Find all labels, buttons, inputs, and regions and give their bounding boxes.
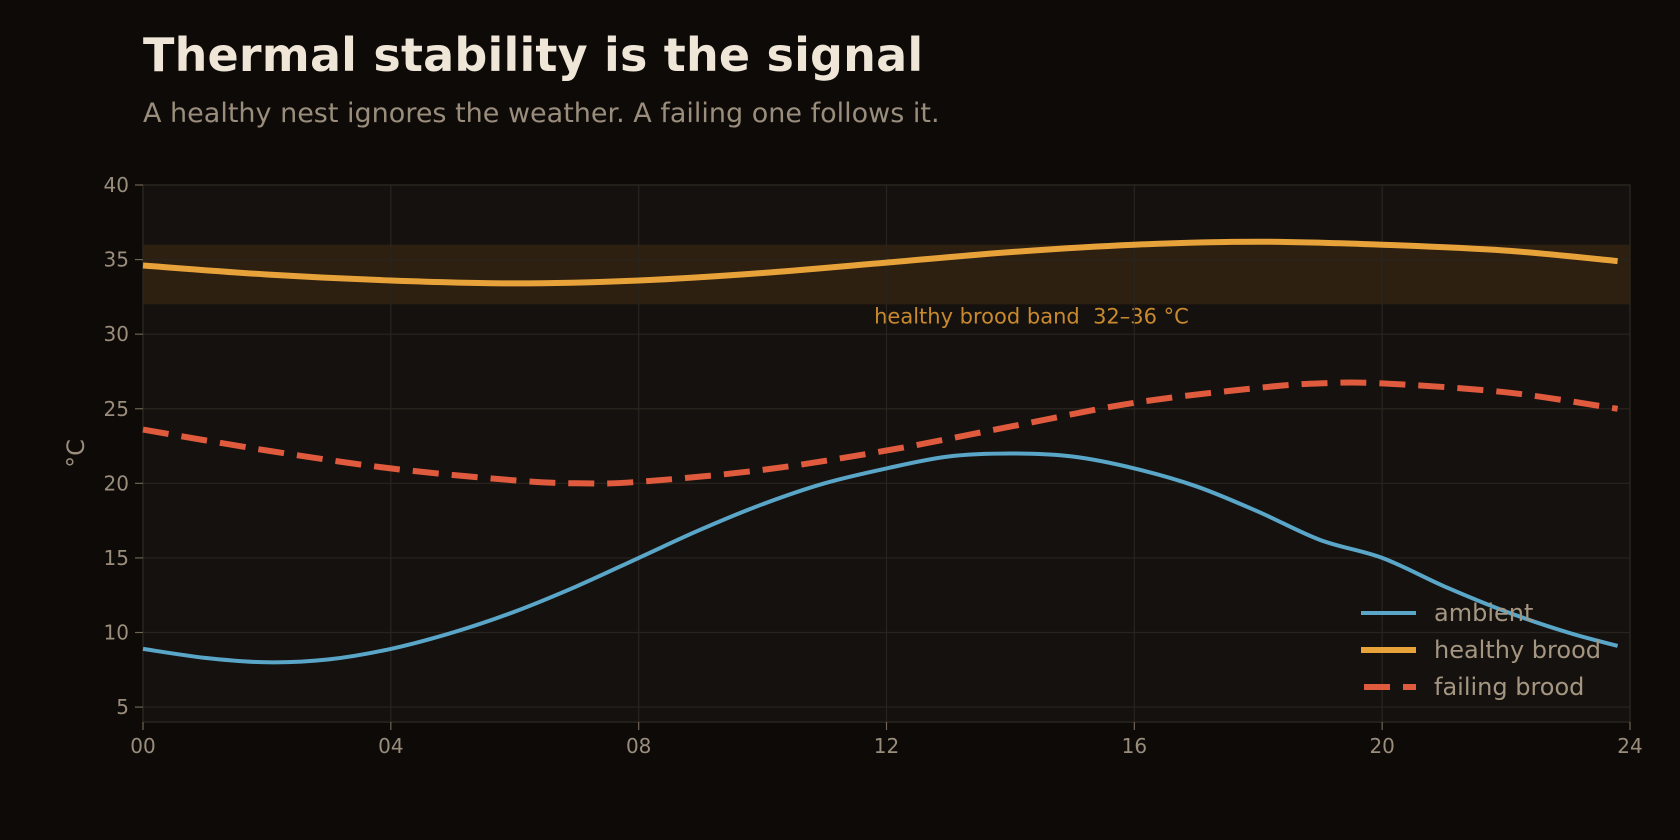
y-tick-label: 30	[104, 322, 129, 346]
legend-label-healthy-brood: healthy brood	[1434, 636, 1601, 664]
legend-label-ambient: ambient	[1434, 599, 1533, 627]
x-tick-label: 04	[378, 734, 403, 758]
y-tick-label: 15	[104, 546, 129, 570]
series-line-failing-brood	[142, 379, 1619, 487]
x-tick-label: 08	[626, 734, 651, 758]
series-line-healthy-brood	[142, 238, 1618, 287]
x-tick-label: 20	[1369, 734, 1394, 758]
x-tick-label: 24	[1617, 734, 1642, 758]
series-line-ambient	[142, 451, 1619, 665]
x-tick-label: 00	[130, 734, 155, 758]
chart-title: Thermal stability is the signal	[143, 28, 924, 82]
y-tick-label: 10	[104, 621, 129, 645]
axis-layer: 5 10 15 20 25 30 35 40 00 04 08 12 16 20 24 °C	[62, 173, 1643, 758]
y-tick-label: 35	[104, 248, 129, 272]
legend-label-failing-brood: failing brood	[1434, 673, 1584, 701]
chart-subtitle: A healthy nest ignores the weather. A fa…	[143, 98, 940, 129]
y-tick-label: 40	[104, 173, 129, 197]
x-tick-label: 12	[874, 734, 899, 758]
legend: ambient healthy brood failing brood	[1361, 599, 1601, 701]
y-tick-label: 25	[104, 397, 129, 421]
series-layer	[142, 238, 1619, 665]
y-tick-label: 5	[116, 695, 129, 719]
y-tick-label: 20	[104, 471, 129, 495]
band-label: healthy brood band 32–36 °C	[874, 304, 1189, 328]
x-tick-label: 16	[1122, 734, 1147, 758]
y-axis-label: °C	[62, 439, 90, 468]
